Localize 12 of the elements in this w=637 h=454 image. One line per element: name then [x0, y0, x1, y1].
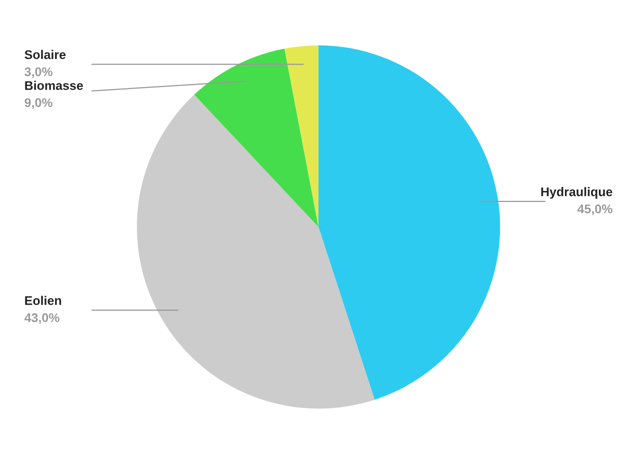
data-label: 43,0%: [24, 313, 60, 324]
data-label: 3,0%: [24, 67, 52, 78]
slice-label: Eolien: [25, 296, 62, 306]
pie-slice: [318, 45, 500, 400]
slice-label: Solaire: [24, 50, 66, 60]
pie-slice: [284, 45, 318, 227]
pie-slice: [194, 48, 318, 227]
pie-slice: [136, 94, 375, 409]
slice-label: Biomasse: [25, 80, 83, 90]
slice-label: Hydraulique: [541, 187, 612, 199]
data-label: 9,0%: [24, 98, 52, 109]
data-label: 45,0%: [577, 204, 612, 216]
